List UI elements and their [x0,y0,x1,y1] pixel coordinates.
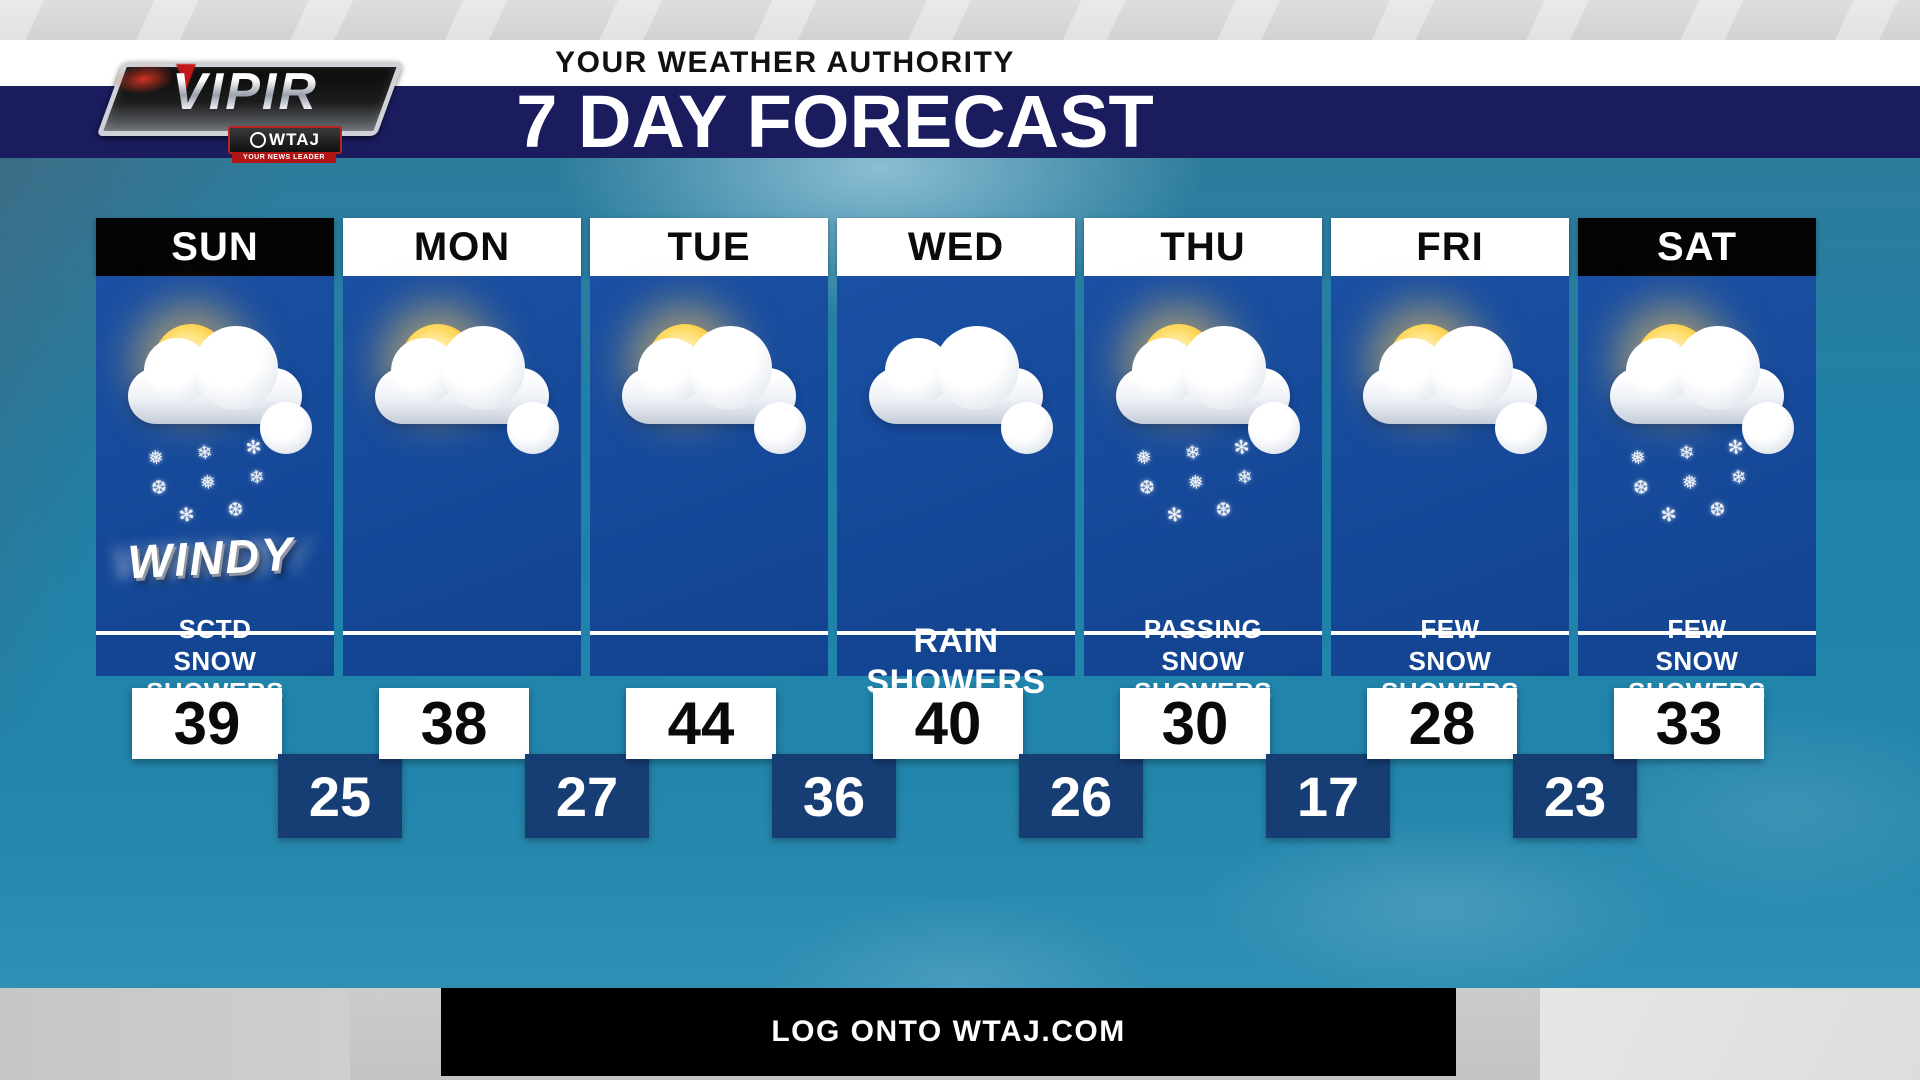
day-column-sat: SAT FEW SNOW SHOWERS 33 [1578,218,1816,840]
column-divider [1331,631,1569,635]
wtaj-station-text: WTAJ [269,130,320,149]
day-header: WED [837,218,1075,276]
condition-text: SCTD SNOW SHOWERS [146,613,283,707]
low-temp: 36 [772,754,896,838]
day-header: TUE [590,218,828,276]
day-header: FRI [1331,218,1569,276]
snowflakes-icon [1084,438,1322,538]
cloud-icon [128,326,312,454]
weather-icon-partly-sunny [590,310,828,540]
cloud-icon [1610,326,1794,454]
cloud-icon [622,326,806,454]
condition-text [590,635,828,682]
column-divider [1084,631,1322,635]
day-label: SAT [1656,224,1738,269]
cloud-puff [754,402,806,454]
weather-icon-partly-cloudy-snow [96,310,334,540]
day-header: SAT [1578,218,1816,276]
column-divider [590,631,828,635]
vipir-logo: VIPIR WTAJ YOUR NEWS LEADER [96,58,410,163]
low-temp: 23 [1513,754,1637,838]
day-label: MON [413,224,511,269]
authority-text: YOUR WEATHER AUTHORITY [555,46,1015,79]
high-temp: 39 [132,688,282,759]
weather-icon-partly-cloudy-snow [1084,310,1322,540]
weather-icon-partly-sunny [343,310,581,540]
day-column-wed: WED RAIN SHOWERS 40 26 [837,218,1143,840]
cloud-puff [1001,402,1053,454]
studio-backdrop-top [0,0,1920,40]
day-column-tue: TUE 44 36 [590,218,896,840]
high-temp: 38 [379,688,529,759]
column-divider [343,631,581,635]
wtaj-ring-icon [250,132,267,148]
vipir-brand-text: VIPIR [100,60,390,124]
day-label: TUE [667,224,751,269]
cta-text: LOG ONTO WTAJ.COM [771,1015,1126,1048]
condition-text: PASSING SNOW SHOWERS [1134,613,1271,707]
day-body: FEW SNOW SHOWERS [1331,276,1569,707]
wtaj-badge: WTAJ [228,126,342,154]
high-temp: 40 [873,688,1023,759]
day-header: THU [1084,218,1322,276]
page-title: 7 DAY FORECAST [516,79,1154,163]
backdrop-right-panel [1540,988,1920,1080]
condition-text: FEW SNOW SHOWERS [1381,613,1518,707]
low-temp: 17 [1266,754,1390,838]
day-body: FEW SNOW SHOWERS [1578,276,1816,707]
wtaj-tagline: YOUR NEWS LEADER [232,152,336,163]
condition-text [343,635,581,682]
weather-icon-partly-cloudy-snow [1578,310,1816,540]
condition-text: FEW SNOW SHOWERS [1628,613,1765,707]
low-temp: 27 [525,754,649,838]
high-temp: 30 [1120,688,1270,759]
day-column-mon: MON 38 27 [343,218,649,840]
day-label: SUN [171,224,259,269]
day-label: WED [907,224,1005,269]
cta-bar: LOG ONTO WTAJ.COM [441,988,1456,1076]
day-column-thu: THU PASSING SNOW SHOWERS 30 17 [1084,218,1390,840]
condition-text: RAIN SHOWERS [866,621,1046,701]
windy-graphic: WINDY [126,526,296,588]
snowflakes-icon [1578,438,1816,538]
cloud-icon [1116,326,1300,454]
cloud-puff [507,402,559,454]
weather-icon-cloudy [837,310,1075,540]
day-body: WINDY SCTD SNOW SHOWERS [96,276,334,707]
cloud-icon [869,326,1053,454]
vipir-red-v-icon [176,64,196,90]
day-body [590,276,828,676]
backdrop-left-panel [0,988,350,1080]
day-column-fri: FRI FEW SNOW SHOWERS 28 23 [1331,218,1637,840]
high-temp: 44 [626,688,776,759]
day-column-sun: SUN WINDY SCTD SNOW SHOWERS 39 25 [96,218,402,840]
day-body: RAIN SHOWERS [837,276,1075,701]
day-header: SUN [96,218,334,276]
day-label: FRI [1416,224,1484,269]
high-temp: 28 [1367,688,1517,759]
day-body [343,276,581,676]
cloud-icon [1363,326,1547,454]
high-temp: 33 [1614,688,1764,759]
day-header: MON [343,218,581,276]
column-divider [96,631,334,635]
cloud-icon [375,326,559,454]
column-divider [1578,631,1816,635]
day-label: THU [1160,224,1246,269]
weather-icon-partly-sunny [1331,310,1569,540]
column-divider [837,631,1075,635]
low-temp: 25 [278,754,402,838]
day-body: PASSING SNOW SHOWERS [1084,276,1322,707]
low-temp: 26 [1019,754,1143,838]
cloud-puff [1495,402,1547,454]
